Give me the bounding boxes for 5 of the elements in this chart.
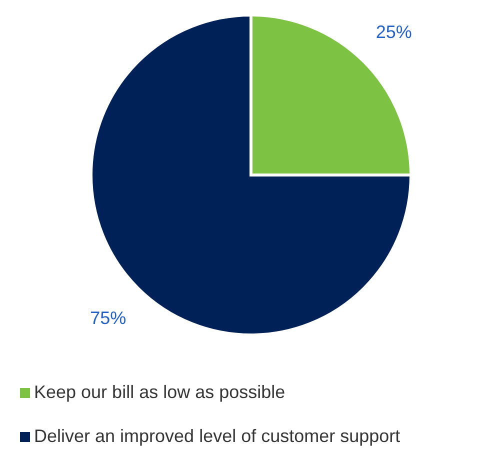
- pie-slice: [90, 14, 412, 336]
- data-label: 25%: [376, 22, 412, 42]
- legend-label: Keep our bill as low as possible: [34, 382, 286, 402]
- legend-label: Deliver an improved level of customer support: [34, 426, 400, 446]
- data-label: 75%: [90, 308, 126, 328]
